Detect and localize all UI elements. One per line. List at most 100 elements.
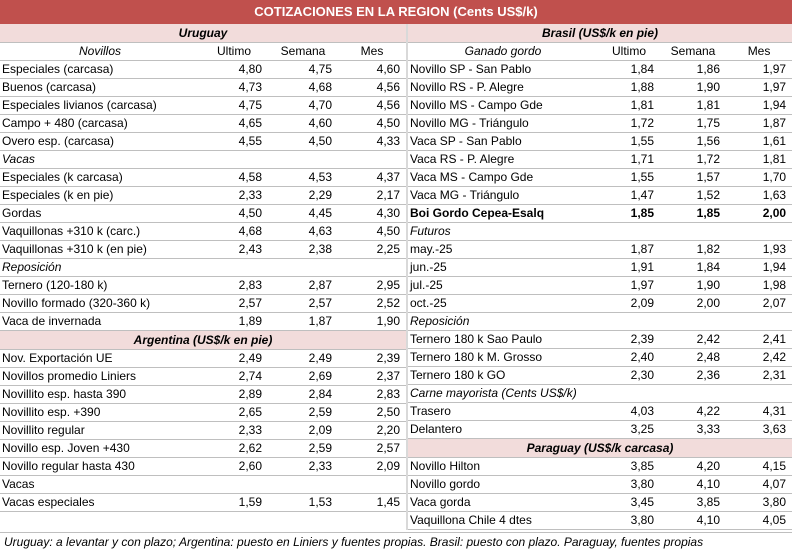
row-label: Novillos promedio Liniers: [0, 367, 200, 386]
mes-cell: 2,52: [338, 294, 406, 313]
row-label: Novillito esp. hasta 390: [0, 385, 200, 404]
mes-cell: 4,31: [726, 402, 792, 421]
mes-cell: 2,31: [726, 366, 792, 385]
right-column: Brasil (US$/k en pie) Ganado gordo Ultimo…: [408, 24, 792, 530]
table-row: Novillo gordo 3,80 4,10 4,07: [408, 475, 792, 494]
ultimo-cell: 1,72: [598, 114, 660, 133]
row-label: Carne mayorista (Cents US$/k): [408, 384, 598, 403]
ultimo-cell: 4,68: [200, 222, 268, 241]
table-row: Boi Gordo Cepea-Esalq 1,85 1,85 2,00: [408, 204, 792, 223]
uruguay-column-headers: Novillos Ultimo Semana Mes: [0, 42, 406, 61]
table-row: Especiales (k carcasa) 4,58 4,53 4,37: [0, 168, 406, 187]
semana-cell: 2,59: [268, 403, 338, 422]
mes-cell: 2,83: [338, 385, 407, 404]
mes-cell: 2,07: [726, 294, 792, 313]
ultimo-cell: 2,49: [200, 349, 268, 368]
table-row: Novillo SP - San Pablo 1,84 1,86 1,97: [408, 60, 792, 79]
report-title: COTIZACIONES EN LA REGION (Cents US$/k): [0, 0, 792, 25]
ultimo-cell: [598, 384, 660, 403]
brasil-column-headers: Ganado gordo Ultimo Semana Mes: [408, 42, 792, 61]
semana-cell: 1,56: [660, 132, 726, 151]
ultimo-cell: 2,74: [200, 367, 268, 386]
brasil-header: Brasil (US$/k en pie): [408, 24, 792, 43]
row-label: Overo esp. (carcasa): [0, 132, 200, 151]
mes-cell: 2,37: [338, 367, 407, 386]
semana-cell: 2,48: [660, 348, 726, 367]
row-label: Novillo gordo: [408, 475, 598, 494]
mes-cell: 3,63: [726, 420, 792, 439]
row-label: Trasero: [408, 402, 598, 421]
mes-cell: 4,05: [726, 511, 792, 530]
mes-cell: 2,09: [338, 457, 407, 476]
row-label: Vacas: [0, 150, 200, 169]
uruguay-header: Uruguay: [0, 24, 406, 43]
ultimo-cell: 2,60: [200, 457, 268, 476]
table-row: Futuros: [408, 222, 792, 241]
mes-cell: [726, 384, 792, 403]
mes-cell: 1,94: [726, 96, 792, 115]
ultimo-cell: [200, 258, 268, 277]
semana-cell: 4,70: [268, 96, 338, 115]
row-label: Especiales (k en pie): [0, 186, 200, 205]
row-label: Ternero 180 k GO: [408, 366, 598, 385]
mes-cell: 4,37: [338, 168, 406, 187]
row-label: Novillo MS - Campo Gde: [408, 96, 598, 115]
semana-cell: 4,10: [660, 511, 726, 530]
semana-cell: 4,45: [268, 204, 338, 223]
ultimo-cell: 1,71: [598, 150, 660, 169]
row-label: Reposición: [408, 312, 598, 331]
mes-cell: 2,20: [338, 421, 407, 440]
mes-cell: 1,97: [726, 78, 792, 97]
mes-cell: 1,45: [338, 493, 407, 512]
row-label: Ternero 180 k Sao Paulo: [408, 330, 598, 349]
mes-cell: Mes: [338, 42, 406, 61]
ultimo-cell: 1,55: [598, 132, 660, 151]
semana-cell: 2,49: [268, 349, 338, 368]
mes-cell: 2,57: [338, 439, 407, 458]
row-label: Ganado gordo: [408, 42, 598, 61]
left-column: Uruguay Novillos Ultimo Semana Mes Especiale…: [0, 24, 407, 512]
row-label: Reposición: [0, 258, 200, 277]
mes-cell: 4,60: [338, 60, 406, 79]
mes-cell: 1,98: [726, 276, 792, 295]
row-label: Novillo regular hasta 430: [0, 457, 200, 476]
semana-cell: 4,75: [268, 60, 338, 79]
semana-cell: 3,85: [660, 493, 726, 512]
ultimo-cell: 4,80: [200, 60, 268, 79]
ultimo-cell: 3,25: [598, 420, 660, 439]
table-row: Novillo Hilton 3,85 4,20 4,15: [408, 457, 792, 476]
table-row: Ternero 180 k Sao Paulo 2,39 2,42 2,41: [408, 330, 792, 349]
row-label: Especiales livianos (carcasa): [0, 96, 200, 115]
table-row: Especiales livianos (carcasa) 4,75 4,70 4,5…: [0, 96, 406, 115]
ultimo-cell: 2,62: [200, 439, 268, 458]
mes-cell: 2,50: [338, 403, 407, 422]
table-row: Trasero 4,03 4,22 4,31: [408, 402, 792, 421]
mes-cell: Mes: [726, 42, 792, 61]
paraguay-table: Paraguay (US$/k carcasa) Novillo Hilton 3…: [408, 439, 792, 530]
row-label: oct.-25: [408, 294, 598, 313]
row-label: Novillos: [0, 42, 200, 61]
table-row: Buenos (carcasa) 4,73 4,68 4,56: [0, 78, 406, 97]
table-row: Reposición: [408, 312, 792, 331]
row-label: Vacas: [0, 475, 200, 494]
semana-cell: 4,10: [660, 475, 726, 494]
mes-cell: 1,90: [338, 312, 406, 331]
row-label: Nov. Exportación UE: [0, 349, 200, 368]
mes-cell: 4,33: [338, 132, 406, 151]
semana-cell: [660, 312, 726, 331]
semana-cell: Semana: [268, 42, 338, 61]
row-label: Futuros: [408, 222, 598, 241]
row-label: Vaca de invernada: [0, 312, 200, 331]
ultimo-cell: 3,80: [598, 511, 660, 530]
semana-cell: 2,84: [268, 385, 338, 404]
semana-cell: 1,75: [660, 114, 726, 133]
table-row: Carne mayorista (Cents US$/k): [408, 384, 792, 403]
table-row: Ternero 180 k GO 2,30 2,36 2,31: [408, 366, 792, 385]
row-label: Ternero (120-180 k): [0, 276, 200, 295]
ultimo-cell: Ultimo: [598, 42, 660, 61]
table-row: Ternero (120-180 k) 2,83 2,87 2,95: [0, 276, 406, 295]
table-row: Vaca MS - Campo Gde 1,55 1,57 1,70: [408, 168, 792, 187]
semana-cell: 3,33: [660, 420, 726, 439]
semana-cell: 2,69: [268, 367, 338, 386]
row-label: Novillito regular: [0, 421, 200, 440]
